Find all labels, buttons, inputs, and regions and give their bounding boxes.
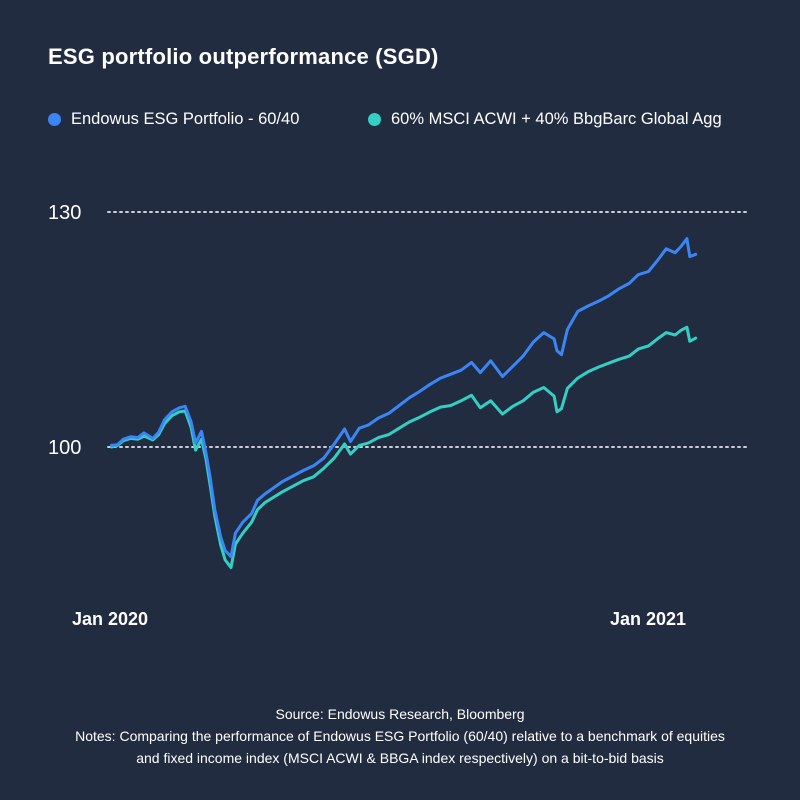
legend-label-benchmark: 60% MSCI ACWI + 40% BbgBarc Global Agg <box>391 110 722 128</box>
line-chart: 130 100 Jan 2020 Jan 2021 <box>48 202 747 629</box>
y-tick-label-130: 130 <box>48 202 81 224</box>
legend-label-esg-portfolio: Endowus ESG Portfolio - 60/40 <box>71 110 300 128</box>
legend-item-benchmark: 60% MSCI ACWI + 40% BbgBarc Global Agg <box>368 110 722 129</box>
x-tick-label-1: Jan 2021 <box>610 609 686 629</box>
source-note: Source: Endowus Research, Bloomberg <box>275 706 525 722</box>
notes-line-1: Notes: Comparing the performance of Endo… <box>75 728 725 744</box>
y-tick-label-100: 100 <box>48 437 81 459</box>
legend-item-esg-portfolio: Endowus ESG Portfolio - 60/40 <box>48 110 299 129</box>
notes-line-2: and fixed income index (MSCI ACWI & BBGA… <box>136 750 664 766</box>
legend-dot-benchmark <box>368 113 381 126</box>
chart-title: ESG portfolio outperformance (SGD) <box>48 44 439 69</box>
x-tick-label-0: Jan 2020 <box>72 609 148 629</box>
series-line-esg-portfolio <box>110 237 698 559</box>
footer: Source: Endowus Research, Bloomberg Note… <box>0 703 800 769</box>
legend-dot-esg-portfolio <box>48 113 61 126</box>
